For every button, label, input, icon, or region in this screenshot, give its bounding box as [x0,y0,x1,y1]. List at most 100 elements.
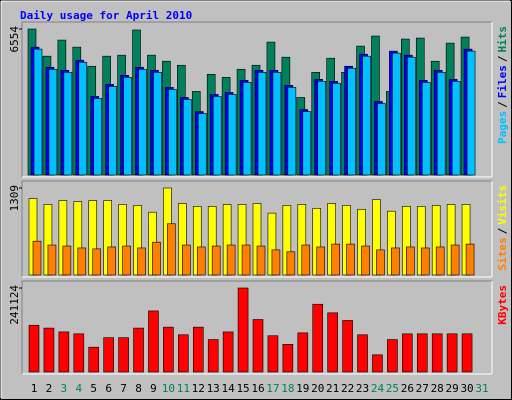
bar [357,334,368,373]
x-tick-label: 22 [341,382,354,395]
bar [301,244,311,276]
bar [302,111,312,176]
chart-title: Daily usage for April 2010 [20,9,192,22]
legend-entry: Files [496,65,509,98]
x-tick-label: 24 [371,382,385,395]
x-tick-label: 8 [135,382,142,395]
bar [122,245,131,276]
x-tick-label: 29 [446,382,459,395]
bar [197,113,207,176]
bar [331,243,340,276]
legend-entry: KBytes [496,285,509,325]
x-tick-label: 19 [296,382,309,395]
bar [107,246,116,276]
legend: KBytes [496,285,509,325]
x-tick-label: 17 [266,382,279,395]
x-tick-label: 21 [326,382,339,395]
bar [123,77,132,176]
bar [133,327,144,373]
bar [183,99,192,176]
x-tick-label: 9 [150,382,157,395]
bar [466,50,476,176]
legend-entry: Sites [496,237,509,270]
bar [332,83,341,176]
bar [267,335,279,373]
bar [416,333,428,373]
bar [153,72,162,176]
bar [347,67,356,176]
bar [406,246,415,276]
bar [286,251,296,276]
bar [63,72,73,176]
x-tick-label: 25 [386,382,399,395]
x-tick-label: 16 [251,382,264,395]
bar [241,244,251,276]
x-tick-label: 30 [460,382,473,395]
x-tick-label: 3 [61,382,68,395]
y-tick-label: 1309 [8,185,21,212]
x-tick-label: 12 [192,382,205,395]
x-tick-label: 27 [416,382,429,395]
bar [108,86,117,176]
legend-separator: / [496,55,509,62]
bar [421,82,431,176]
legend: Pages / Files / Hits [496,26,509,144]
bar [272,72,282,176]
bar [78,61,88,176]
bar [346,243,355,276]
x-tick-label: 28 [431,382,444,395]
x-tick-label: 10 [162,382,175,395]
bar [32,240,42,276]
bar [148,310,159,373]
bar [461,333,473,373]
x-tick-label: 11 [177,382,190,395]
bar [376,249,385,276]
x-tick-label: 2 [46,382,53,395]
bar [362,55,371,176]
bar [242,82,252,176]
bar [361,245,370,276]
bar [446,333,458,373]
bar [372,354,383,373]
bar [431,333,443,373]
bar [391,247,400,276]
x-tick-label: 7 [120,382,127,395]
x-tick-label: 20 [311,382,324,395]
bar [212,96,222,176]
bar [77,247,87,276]
bar [73,333,85,373]
bar [47,244,57,276]
bar [420,247,430,276]
bar [256,245,266,276]
legend-entry: Hits [496,26,509,53]
x-tick-label: 23 [356,382,369,395]
bar [103,337,114,373]
bar [327,312,338,373]
x-tick-label: 14 [222,382,236,395]
bar [297,332,309,373]
bar [387,339,398,373]
bar [402,333,413,373]
bar [342,320,353,373]
bar [43,327,55,373]
bar [407,56,416,176]
bar [450,244,460,276]
y-tick-label: 241124 [8,285,21,325]
bar [222,331,234,373]
bar [92,248,102,276]
bar [271,249,281,276]
bar [163,326,174,373]
x-tick-label: 31 [475,382,488,395]
bar [88,346,100,373]
bar [312,303,324,373]
bar [226,244,236,276]
bar [167,223,176,276]
bar [93,98,103,176]
x-tick-label: 18 [281,382,294,395]
x-tick-label: 1 [31,382,38,395]
bar [451,81,461,176]
bar [282,344,294,373]
bar [316,246,326,276]
x-tick-label: 13 [207,382,220,395]
bar [227,94,237,176]
